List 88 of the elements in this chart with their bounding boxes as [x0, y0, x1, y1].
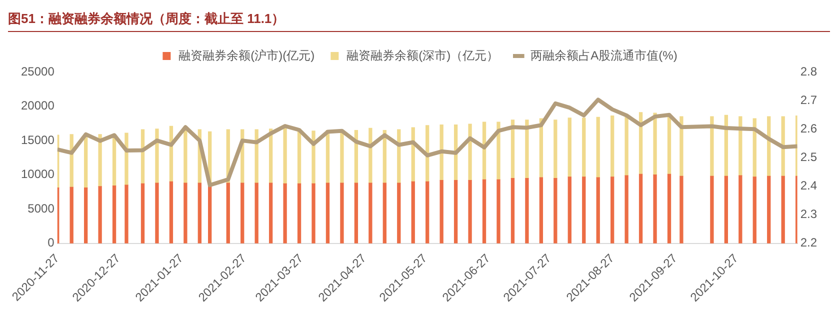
y-tick-label: 25000	[20, 64, 55, 78]
y-tick-label: 0	[48, 236, 55, 250]
bar	[340, 182, 344, 244]
y-tick-label: 10000	[20, 167, 55, 182]
bar	[155, 182, 159, 244]
bar	[354, 182, 358, 244]
bar	[155, 128, 159, 184]
bar	[596, 116, 600, 178]
bar	[752, 176, 756, 244]
y2-tick-label: 2.2	[800, 236, 818, 250]
bar	[98, 186, 102, 244]
bar	[610, 116, 614, 178]
y2-tick-label: 2.6	[800, 121, 818, 136]
bar	[710, 176, 714, 244]
bar	[738, 175, 742, 244]
bar	[397, 182, 401, 244]
bar	[254, 182, 258, 244]
bar	[312, 183, 316, 244]
bar	[112, 185, 116, 244]
bar	[426, 181, 430, 244]
legend-label: 融资融券余额(深市)（亿元）	[346, 48, 499, 62]
bar	[554, 120, 558, 179]
bar	[653, 174, 657, 244]
bar	[312, 130, 316, 184]
bar	[184, 128, 188, 184]
bar	[680, 176, 684, 244]
bar	[368, 128, 372, 184]
bar	[624, 116, 628, 176]
bar	[568, 118, 572, 178]
bar	[411, 181, 415, 244]
bar	[680, 116, 684, 177]
bar	[198, 182, 202, 244]
bar	[297, 183, 302, 244]
legend-label: 融资融券余额(沪市)(亿元)	[178, 48, 315, 62]
bar	[440, 124, 444, 181]
bar	[482, 179, 486, 244]
y-tick-label: 5000	[28, 201, 55, 216]
bar	[496, 179, 500, 244]
bar	[767, 176, 771, 244]
bar	[268, 182, 273, 244]
bar	[368, 182, 372, 244]
bar	[667, 174, 672, 244]
y2-tick-label: 2.7	[800, 92, 818, 107]
bar	[208, 184, 212, 244]
bar	[653, 112, 657, 176]
bar	[525, 178, 529, 244]
bar	[582, 118, 586, 178]
y2-tick-label: 2.4	[800, 178, 818, 193]
bar	[70, 186, 74, 244]
bar	[539, 177, 544, 244]
bar	[382, 182, 386, 244]
bar	[554, 178, 558, 244]
bar	[568, 176, 572, 244]
bar	[525, 120, 529, 179]
bar	[124, 132, 128, 186]
bar	[496, 122, 500, 180]
bar	[468, 124, 472, 181]
bar	[140, 183, 145, 244]
bar	[240, 182, 244, 244]
bar	[468, 180, 472, 244]
chart-title: 图51：融资融券余额情况（周度：截止至 11.1）	[8, 8, 830, 32]
y2-tick-label: 2.3	[800, 207, 818, 222]
bar	[454, 180, 458, 244]
bar	[510, 178, 515, 244]
y2-tick-label: 2.8	[800, 64, 818, 78]
bar	[340, 131, 344, 184]
bar	[184, 182, 188, 244]
bar	[326, 182, 330, 244]
y-tick-label: 20000	[20, 98, 55, 113]
bar	[624, 175, 628, 244]
bar	[124, 184, 128, 244]
y-tick-label: 15000	[20, 132, 55, 147]
bar	[84, 188, 88, 244]
bar	[638, 174, 643, 244]
bar	[283, 183, 287, 244]
bar	[440, 180, 444, 244]
bar	[169, 181, 174, 244]
y2-tick-label: 2.5	[800, 150, 818, 164]
bar	[582, 176, 586, 244]
bar	[98, 134, 102, 187]
bar	[610, 176, 614, 244]
bar	[226, 182, 230, 244]
legend-label: 两融余额占A股流通市值(%)	[530, 48, 678, 62]
bar	[283, 128, 287, 184]
bar	[710, 116, 714, 177]
bar	[596, 177, 600, 244]
bar	[724, 176, 728, 244]
bar	[781, 176, 785, 244]
